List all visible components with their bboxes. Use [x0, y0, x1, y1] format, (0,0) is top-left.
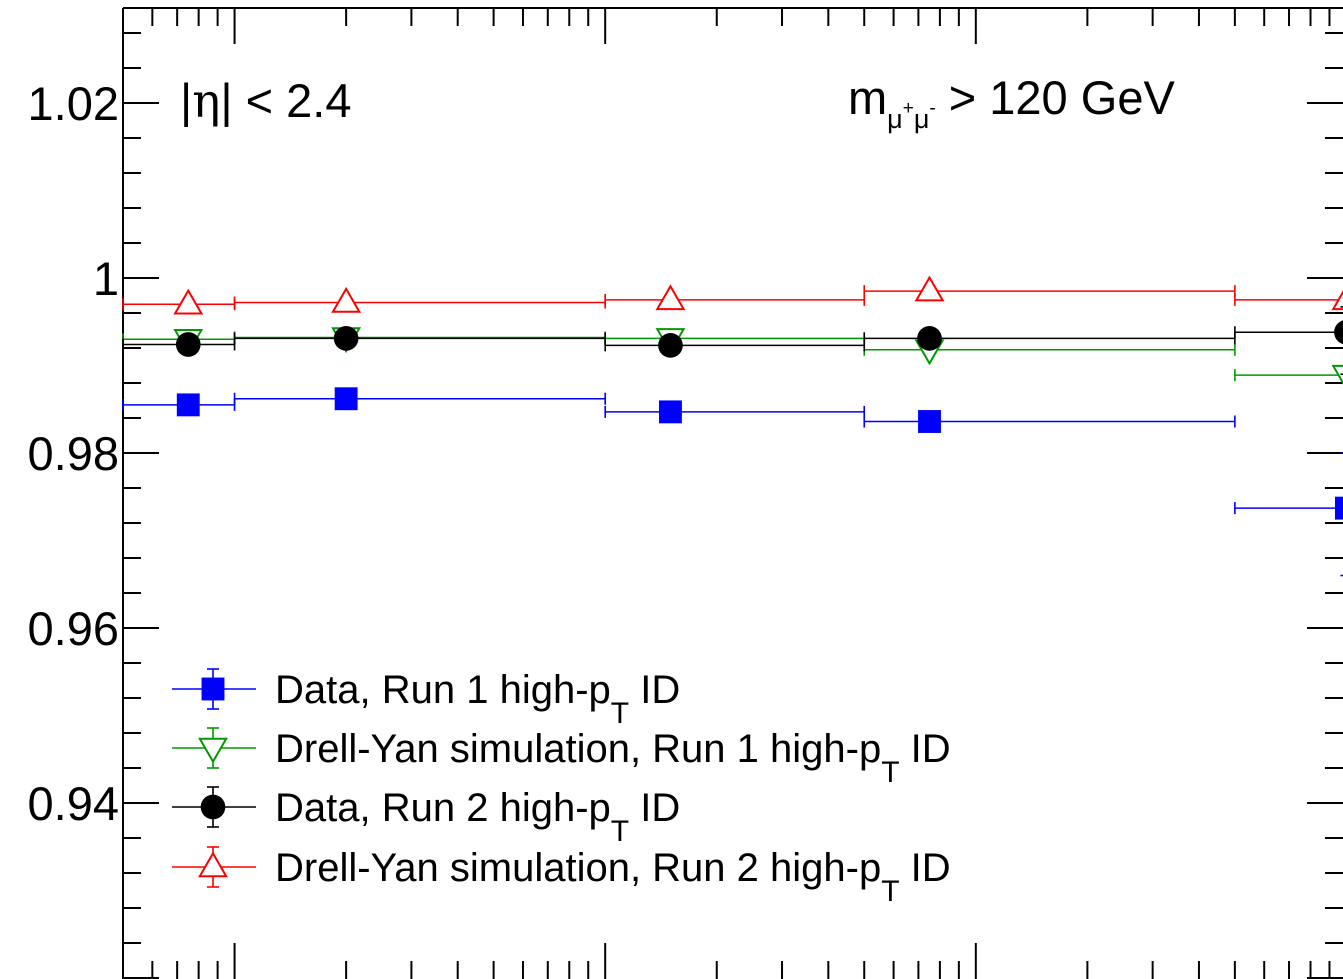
marker-square: [201, 677, 225, 701]
y-tick-label: 0.94: [28, 777, 119, 830]
marker-circle: [333, 326, 359, 351]
marker-circle: [917, 326, 942, 351]
series-2: [122, 306, 1343, 376]
marker-square: [176, 393, 200, 417]
marker-triangle-up: [655, 284, 686, 311]
legend-label-main: Data, Run 1 high-p: [275, 668, 611, 712]
marker-circle: [175, 332, 201, 357]
eta-annotation: |η| < 2.4: [180, 74, 352, 129]
legend-label-subscript: T: [611, 815, 629, 848]
marker-triangle-down: [1331, 364, 1343, 385]
mass-superscript-minus: -: [929, 98, 935, 119]
marker-square: [334, 387, 358, 411]
mass-subscript-mu2: μ: [914, 104, 930, 134]
legend-label-main: Drell-Yan simulation, Run 1 high-p: [275, 727, 881, 771]
legend-entry-3: Drell-Yan simulation, Run 2 high-pT ID: [172, 846, 951, 908]
marker-square: [1334, 496, 1343, 520]
y-tick-label: 1: [93, 252, 119, 305]
marker-circle: [658, 333, 683, 358]
marker-circle: [200, 794, 226, 820]
mass-superscript-plus: +: [903, 98, 914, 119]
legend-label-suffix: ID: [629, 786, 680, 830]
marker-square: [918, 410, 941, 433]
marker-triangle-up: [331, 286, 362, 313]
eta-symbol: η: [192, 74, 220, 129]
y-tick-label: 0.96: [28, 602, 119, 655]
marker-circle: [1334, 320, 1343, 345]
mass-symbol: m: [848, 71, 887, 124]
mass-cut: > 120 GeV: [936, 71, 1176, 124]
series-3: [122, 275, 1343, 315]
mass-annotation: mμ+μ- > 120 GeV: [848, 71, 1175, 134]
legend-label-subscript: T: [881, 875, 899, 908]
legend-entry-2: Data, Run 2 high-pT ID: [172, 786, 680, 848]
series-0: [122, 387, 1343, 577]
legend-label: Data, Run 1 high-pT ID: [275, 668, 680, 730]
marker-triangle-up: [198, 851, 228, 878]
legend-label: Drell-Yan simulation, Run 2 high-pT ID: [275, 846, 951, 908]
legend-entry-0: Data, Run 1 high-pT ID: [172, 668, 680, 730]
marker-triangle-up: [914, 275, 945, 302]
mass-subscript-mu1: μ: [887, 104, 903, 134]
y-tick-labels: 0.94 0.96 0.98 1 1.02: [28, 77, 119, 830]
marker-triangle-down: [198, 737, 228, 764]
eta-bar-left: |: [180, 74, 192, 127]
axes: [122, 7, 1343, 979]
legend-label-suffix: ID: [900, 727, 951, 771]
y-tick-label: 1.02: [28, 77, 119, 130]
marker-square: [659, 400, 682, 424]
y-tick-label: 0.98: [28, 427, 119, 480]
legend-label-subscript: T: [611, 697, 629, 730]
legend-label-main: Data, Run 2 high-p: [275, 786, 611, 830]
legend-label: Drell-Yan simulation, Run 1 high-pT ID: [275, 727, 951, 789]
series-layer: [122, 275, 1343, 577]
legend-label-suffix: ID: [900, 846, 951, 890]
marker-triangle-up: [1331, 290, 1343, 311]
legend-entry-1: Drell-Yan simulation, Run 1 high-pT ID: [172, 727, 951, 789]
legend-label: Data, Run 2 high-pT ID: [275, 786, 680, 848]
axis-ticks: [122, 8, 1343, 979]
legend-label-main: Drell-Yan simulation, Run 2 high-p: [275, 846, 881, 890]
marker-triangle-up: [173, 288, 204, 315]
legend-label-subscript: T: [881, 756, 899, 789]
eta-cut: | < 2.4: [220, 74, 351, 127]
legend-label-suffix: ID: [629, 668, 680, 712]
